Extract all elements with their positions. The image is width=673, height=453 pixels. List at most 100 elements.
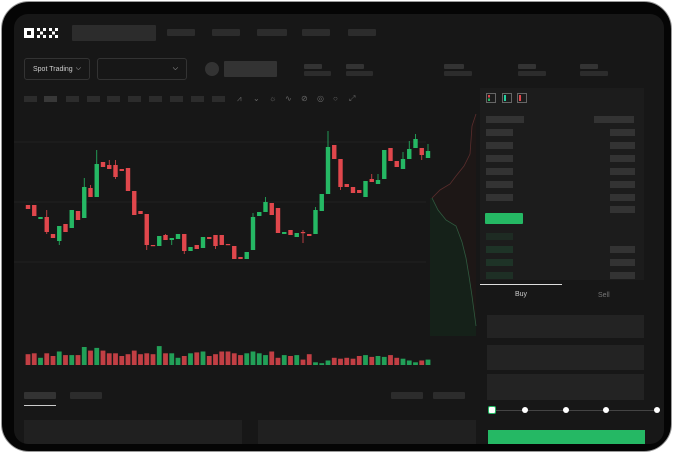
candle-body [125, 168, 131, 191]
timeframe-button[interactable] [24, 96, 37, 102]
okx-trading-screen: Spot Trading ⌵ ⌵ Buy Sell ⩘ ⌄ ☼ ∿ ⊘ ◎ ○ ⤢ [14, 14, 664, 444]
candle-body [144, 214, 149, 245]
volume-bar [63, 355, 68, 365]
volume-bar [406, 360, 412, 365]
slider-stop[interactable] [563, 407, 569, 413]
volume-bar [331, 357, 337, 365]
volume-bar [106, 353, 112, 365]
buy-button[interactable] [488, 430, 645, 444]
timeframe-button[interactable] [212, 96, 225, 102]
filter-button[interactable] [391, 392, 423, 399]
line-tool-icon[interactable]: ∿ [285, 94, 292, 103]
candle-body [50, 234, 56, 238]
bid-amount [610, 272, 635, 279]
ask-price [486, 168, 513, 175]
volume-bar [281, 355, 287, 365]
nav-item[interactable] [212, 29, 240, 36]
total-input[interactable] [487, 374, 644, 400]
candle-body [388, 148, 393, 161]
timeframe-button[interactable] [107, 96, 120, 102]
volume-bar [25, 354, 31, 365]
orderbook [480, 88, 644, 280]
chart-type-icon[interactable]: ⌄ [253, 94, 260, 103]
candle-body [44, 217, 49, 232]
candle-body [38, 217, 43, 219]
ask-amount [610, 206, 635, 213]
chevron-down-icon: ⌵ [75, 65, 81, 72]
candle-body [200, 237, 206, 248]
tab-buy[interactable]: Buy [515, 291, 528, 298]
candle-body [282, 232, 287, 234]
volume-bar [75, 355, 81, 365]
orderbook-both-icon [486, 93, 496, 103]
volume-bar [169, 353, 175, 365]
slider-handle[interactable] [488, 406, 496, 414]
candle-body [82, 187, 87, 218]
timeframe-button[interactable] [66, 96, 79, 102]
slider-stop[interactable] [603, 407, 609, 413]
volume-bar [256, 353, 262, 365]
ask-amount [610, 129, 635, 136]
ask-price [486, 181, 513, 188]
chevron-down-icon: ⌵ [172, 65, 178, 72]
timeframe-button[interactable] [128, 96, 141, 102]
timeframe-button[interactable] [87, 96, 100, 102]
pair-price [224, 61, 277, 77]
ask-price [486, 129, 513, 136]
volume-bar [369, 356, 375, 365]
timeframe-button[interactable] [191, 96, 204, 102]
candle-body [369, 179, 374, 182]
volume-bar [294, 355, 300, 365]
candle-body [88, 188, 93, 197]
stat-value [346, 71, 373, 76]
stat-label [580, 64, 598, 69]
price-input[interactable] [487, 315, 644, 338]
expand-icon[interactable]: ⤢ [349, 94, 356, 103]
nav-item[interactable] [302, 29, 330, 36]
ask-amount [610, 181, 635, 188]
candle-body [263, 202, 268, 212]
volume-bar [269, 351, 275, 365]
timeframe-button[interactable] [149, 96, 162, 102]
tab-order-history[interactable] [70, 392, 102, 399]
slider-stop[interactable] [522, 407, 528, 413]
tab-sell[interactable]: Sell [598, 292, 610, 299]
timeframe-button[interactable] [44, 96, 57, 102]
volume-bar [325, 360, 331, 365]
candle-body [69, 210, 74, 228]
volume-bar [306, 354, 312, 365]
timeframe-button[interactable] [170, 96, 183, 102]
volume-bar [100, 350, 106, 365]
candle-body [382, 150, 387, 179]
volume-bar [163, 353, 168, 365]
search-bar[interactable] [72, 25, 156, 41]
slider-stop[interactable] [654, 407, 660, 413]
volume-bar [69, 355, 75, 365]
magnet-icon[interactable]: ◎ [317, 94, 324, 103]
volume-bar [381, 356, 387, 365]
stat-label [346, 64, 364, 69]
nav-item[interactable] [167, 29, 195, 36]
lock-icon[interactable]: ○ [333, 94, 338, 103]
candle-body [182, 234, 187, 251]
trade-type-dropdown[interactable]: Spot Trading ⌵ [24, 58, 90, 80]
nav-item[interactable] [348, 29, 376, 36]
draw-icon[interactable]: ⊘ [301, 94, 308, 103]
volume-bar [225, 351, 231, 365]
stat-value [518, 71, 546, 76]
pair-dropdown[interactable]: ⌵ [97, 58, 187, 80]
volume-bar [150, 354, 156, 365]
amount-slider-track[interactable] [492, 410, 657, 411]
volume-bar [400, 358, 406, 365]
nav-item[interactable] [257, 29, 287, 36]
volume-bar [113, 353, 118, 365]
candlestick-chart[interactable] [14, 86, 479, 376]
candle-body [394, 161, 399, 167]
settings-icon[interactable]: ☼ [269, 94, 277, 103]
tab-open-orders[interactable] [24, 392, 56, 399]
filter-button[interactable] [433, 392, 465, 399]
indicator-icon[interactable]: ⩘ [237, 94, 242, 103]
amount-input[interactable] [487, 345, 644, 370]
volume-bar [81, 347, 87, 365]
